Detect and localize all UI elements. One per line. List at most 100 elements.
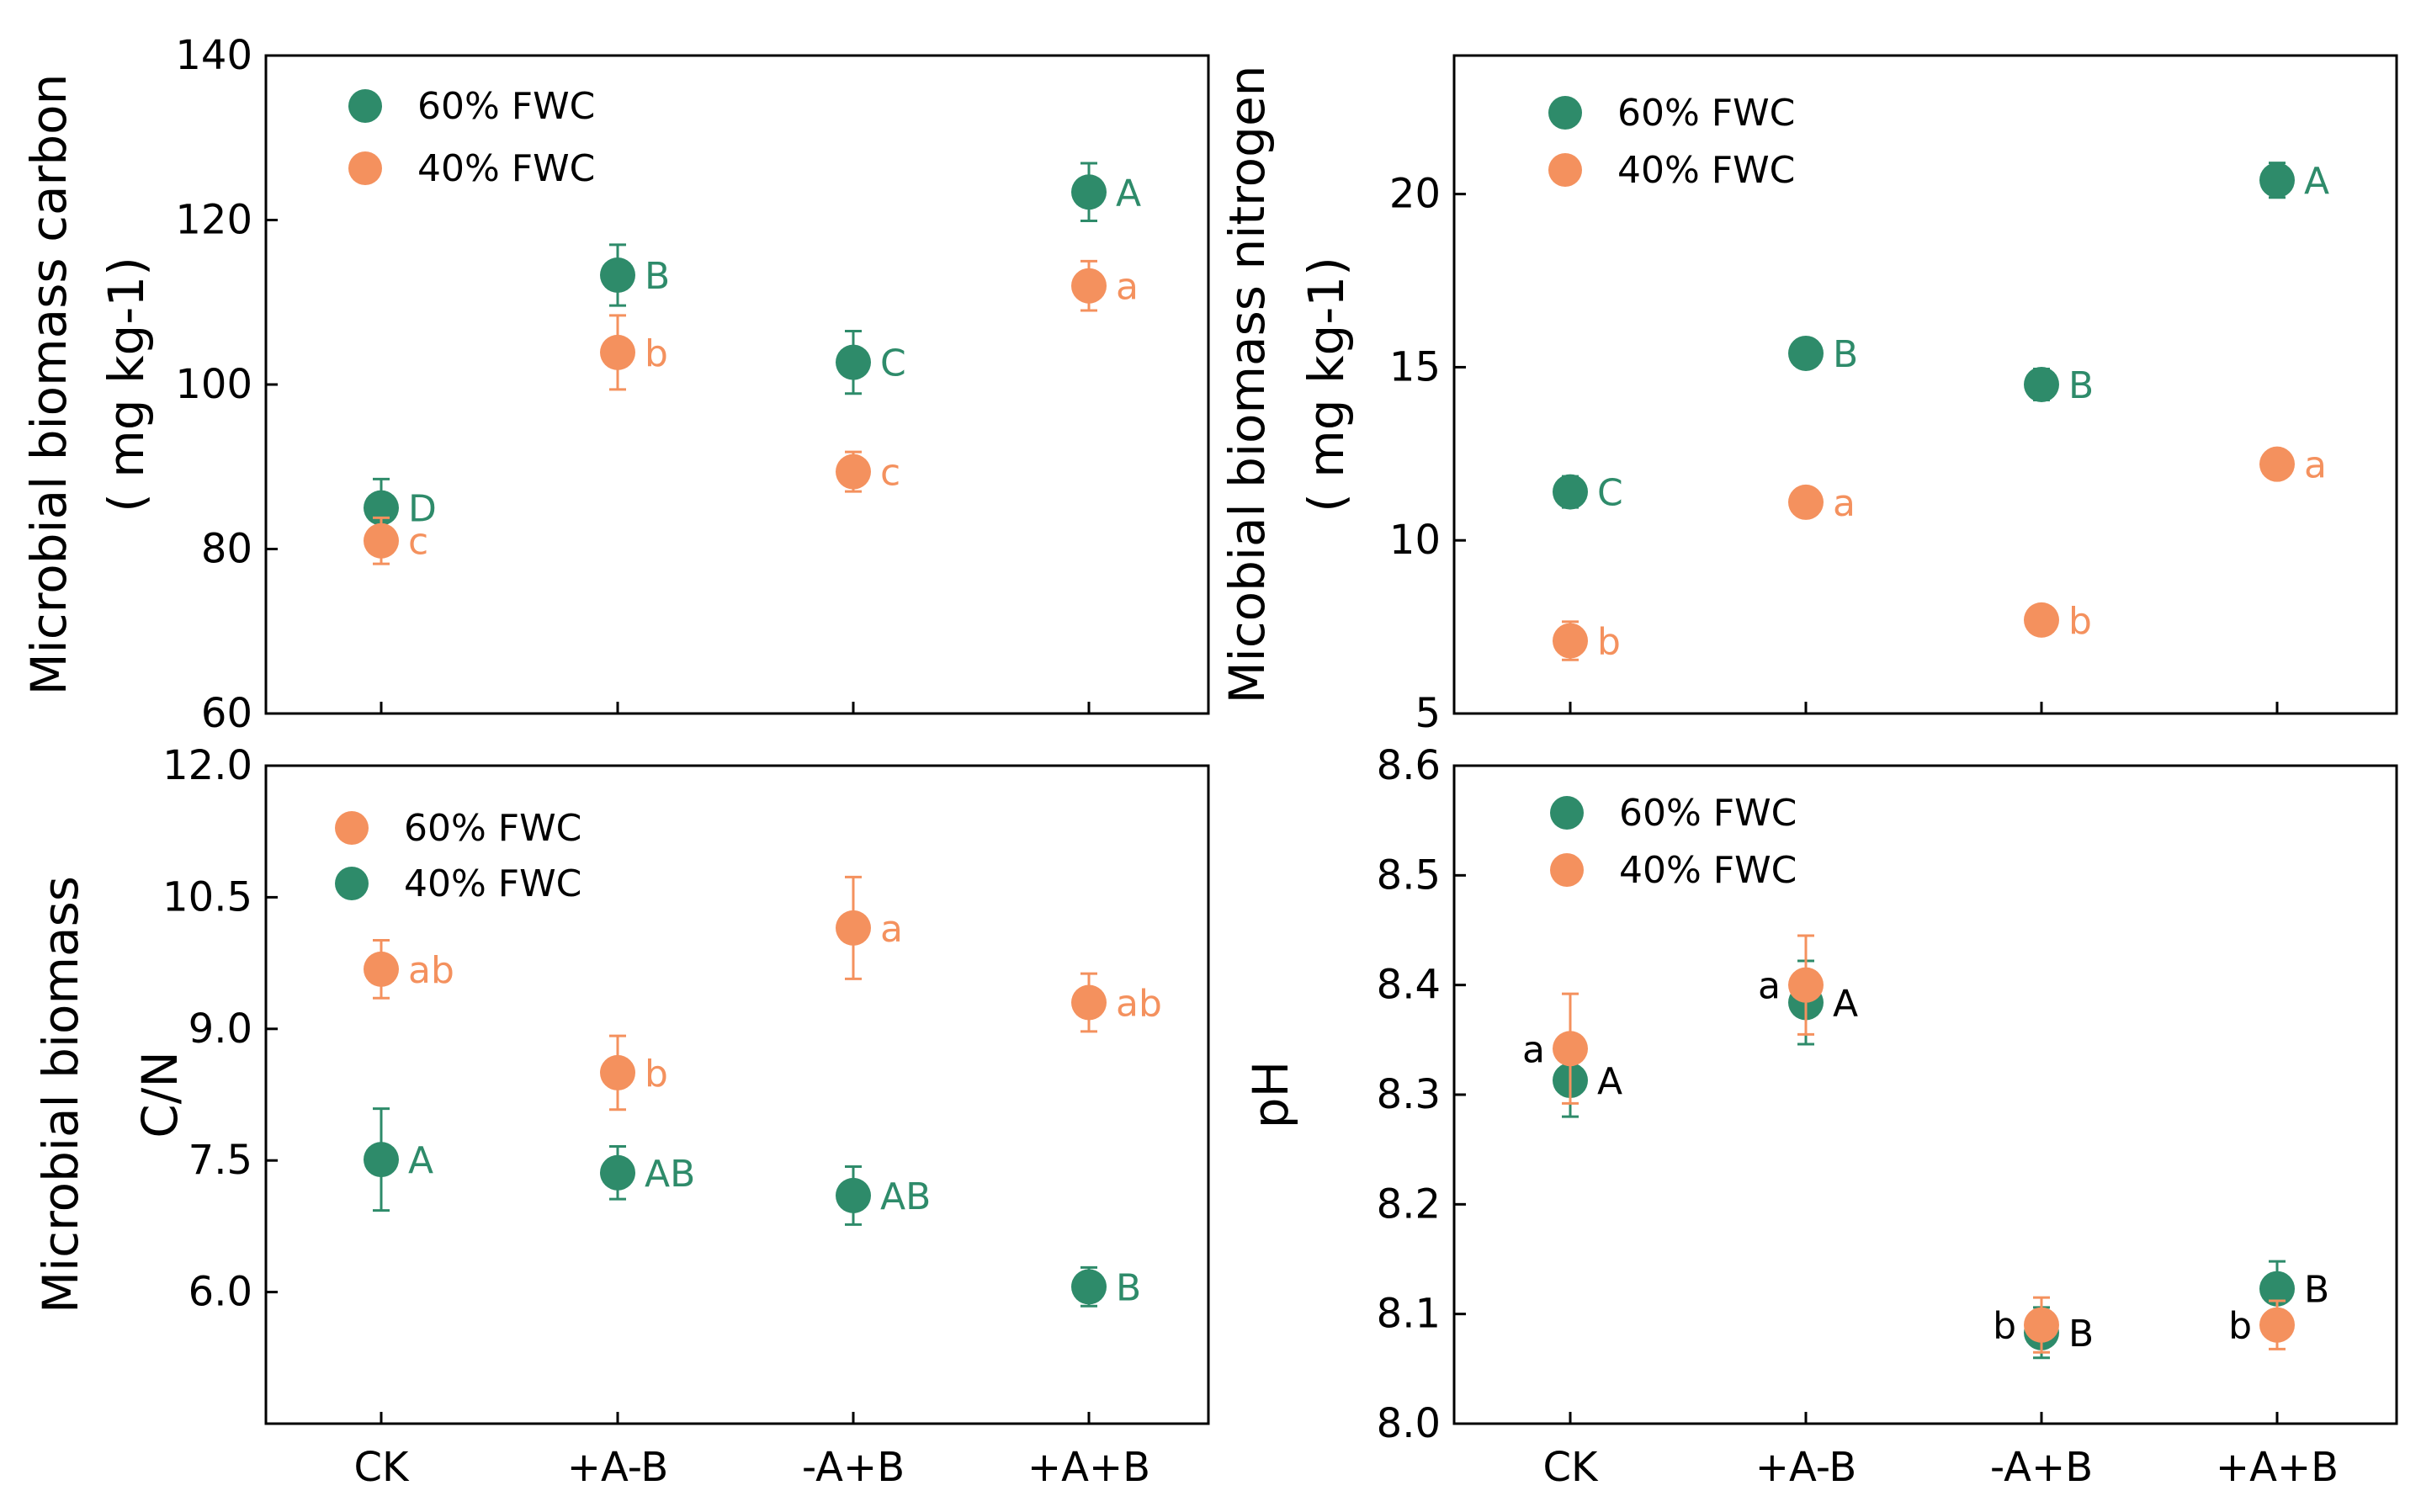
legend-label: 60% FWC <box>1619 792 1797 835</box>
y-tick-label: 15 <box>1389 343 1441 390</box>
data-point <box>2259 1271 2295 1307</box>
data-point <box>1553 474 1588 510</box>
significance-letter: b <box>2068 600 2092 643</box>
y-axis-label: Micobial biomass nitrogen <box>1218 66 1276 704</box>
y-tick-label: 12.0 <box>162 742 252 789</box>
x-tick-label: CK <box>1543 1444 1600 1491</box>
legend-marker <box>348 89 382 123</box>
legend-marker <box>1550 853 1584 887</box>
legend-marker <box>335 867 369 900</box>
x-tick-label: +A-B <box>567 1444 669 1491</box>
y-tick-label: 8.1 <box>1377 1291 1441 1338</box>
data-point <box>600 257 635 293</box>
significance-letter: B <box>1833 333 1858 376</box>
y-axis-unit-label: ( mg kg-1) <box>1298 257 1355 512</box>
data-point <box>836 1177 871 1213</box>
data-point <box>1788 967 1824 1003</box>
y-tick-label: 8.6 <box>1377 742 1441 789</box>
data-point <box>2259 1307 2295 1343</box>
x-tick-label: +A-B <box>1755 1444 1857 1491</box>
significance-letter: A <box>408 1139 433 1182</box>
data-point <box>2259 162 2295 199</box>
data-point <box>2024 1307 2059 1343</box>
significance-letter: B <box>1116 1266 1141 1309</box>
legend-label: 40% FWC <box>1617 149 1795 192</box>
y-tick-label: 7.5 <box>188 1137 252 1184</box>
data-point <box>1553 623 1588 659</box>
significance-letter: A <box>1597 1060 1622 1103</box>
significance-letter: C <box>1597 472 1623 515</box>
significance-letter: B <box>2304 1269 2329 1312</box>
significance-letter: A <box>1116 172 1141 215</box>
panel-microbial-biomass-carbon: 60 80 100 120 140 Microbial biomass carbon ( m… <box>20 32 1210 737</box>
significance-letter: AB <box>880 1175 931 1218</box>
significance-letter: b <box>2228 1305 2252 1348</box>
data-point <box>1071 1269 1107 1305</box>
legend-marker <box>1548 96 1582 130</box>
y-tick-label: 10 <box>1389 517 1441 564</box>
y-tick-label: 8.3 <box>1377 1071 1441 1118</box>
legend-label: 60% FWC <box>1617 92 1795 135</box>
significance-letter: b <box>645 1053 668 1096</box>
data-point <box>836 910 871 946</box>
x-tick-label: CK <box>354 1444 411 1491</box>
y-tick-label: 9.0 <box>188 1005 252 1053</box>
data-point <box>1553 1031 1588 1067</box>
x-tick-label: -A+B <box>802 1444 905 1491</box>
significance-letter: c <box>880 452 900 495</box>
significance-letter: a <box>2304 444 2327 487</box>
panel-ph: 8.0 8.1 8.2 8.3 8.4 8.5 8.6 CK +A-B -A+B +A+B pH 60%… <box>1242 742 2398 1491</box>
panel-microbial-biomass-cn: 6.0 7.5 9.0 10.5 12.0 CK +A-B -A+B +A+B Microbial… <box>32 742 1210 1491</box>
significance-letter: B <box>2068 1313 2094 1355</box>
y-axis-unit-label: ( mg kg-1) <box>98 257 155 512</box>
plot-frame <box>1452 54 2398 715</box>
legend-marker <box>335 811 369 845</box>
significance-letter: AB <box>645 1153 695 1196</box>
y-axis-label: Microbial biomass carbon <box>20 74 77 696</box>
x-tick-label: +A+B <box>1027 1444 1150 1491</box>
significance-letter: b <box>1597 621 1621 664</box>
data-point <box>2259 446 2295 482</box>
y-tick-label: 8.5 <box>1377 851 1441 899</box>
legend-label: 40% FWC <box>417 147 595 190</box>
data-point <box>364 490 399 526</box>
y-tick-label: 8.0 <box>1377 1400 1441 1447</box>
data-point <box>600 334 635 370</box>
significance-letter: B <box>2068 364 2094 407</box>
y-axis-label: Microbial biomass <box>32 876 89 1313</box>
data-point <box>836 454 871 490</box>
data-point <box>1788 484 1824 520</box>
significance-letter: a <box>880 908 903 951</box>
y-axis-label: pH <box>1242 1061 1299 1128</box>
plot-frame <box>1452 764 2398 1425</box>
y-tick-label: 100 <box>175 361 252 408</box>
data-point <box>836 344 871 380</box>
significance-letter: B <box>645 255 670 298</box>
data-point <box>364 1142 399 1178</box>
significance-letter: b <box>1993 1305 2016 1348</box>
y-tick-label: 80 <box>201 526 252 573</box>
data-point <box>2024 367 2059 402</box>
significance-letter: D <box>408 488 437 531</box>
x-tick-label: +A+B <box>2216 1444 2339 1491</box>
x-tick-label: -A+B <box>1990 1444 2093 1491</box>
significance-letter: A <box>1833 983 1858 1026</box>
y-tick-label: 8.2 <box>1377 1180 1441 1228</box>
significance-letter: a <box>1522 1028 1545 1071</box>
y-tick-label: 5 <box>1415 690 1441 737</box>
significance-letter: c <box>408 521 428 564</box>
data-point <box>2024 602 2059 638</box>
legend-marker <box>1548 153 1582 187</box>
significance-letter: ab <box>1116 983 1162 1026</box>
y-tick-label: 8.4 <box>1377 962 1441 1009</box>
data-point <box>1788 335 1824 371</box>
significance-letter: b <box>645 332 668 375</box>
y-tick-label: 10.5 <box>162 873 252 920</box>
significance-letter: a <box>1116 266 1139 309</box>
y-tick-label: 120 <box>175 197 252 244</box>
panel-microbial-biomass-nitrogen: 5 10 15 20 Micobial biomass nitrogen ( mg kg-… <box>1218 54 2398 737</box>
data-point <box>1071 174 1107 210</box>
legend-label: 40% FWC <box>1619 849 1797 892</box>
legend-label: 60% FWC <box>404 807 581 850</box>
data-point <box>364 951 399 987</box>
